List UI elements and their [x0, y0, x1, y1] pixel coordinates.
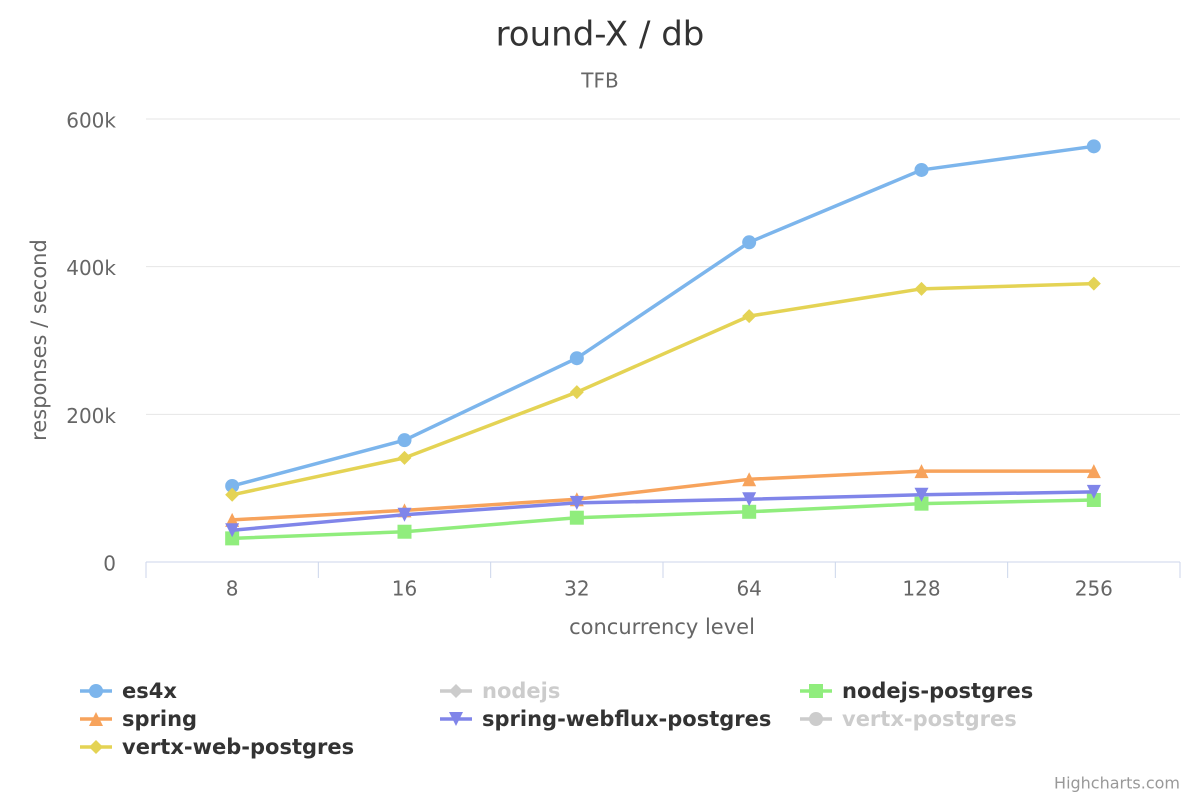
data-point [1086, 484, 1101, 499]
data-point [742, 309, 757, 324]
data-point [914, 281, 929, 296]
data-point [1086, 464, 1101, 479]
data-point [225, 487, 240, 502]
series-line [232, 469, 1094, 522]
data-point [225, 531, 240, 546]
data-point [397, 507, 412, 522]
legend-label[interactable]: nodejs-postgres [842, 679, 1033, 703]
series-line [232, 490, 1094, 532]
y-tick-label: 200k [66, 404, 116, 428]
legend-marker [449, 712, 463, 726]
credits: Highcharts.com [1054, 774, 1180, 793]
legend-marker [89, 712, 103, 726]
legend-label[interactable]: spring [122, 707, 197, 731]
legend-label[interactable]: nodejs [482, 679, 560, 703]
chart-title: round-X / db [496, 15, 705, 55]
data-point [914, 487, 929, 502]
x-tick-label: 16 [392, 577, 417, 601]
legend-marker [809, 712, 823, 726]
y-tick-label: 400k [66, 256, 116, 280]
data-point [742, 472, 757, 487]
x-axis-label: concurrency level [569, 615, 755, 639]
x-tick-label: 32 [564, 577, 589, 601]
legend-marker [449, 684, 463, 698]
x-tick-label: 128 [902, 577, 940, 601]
data-point [914, 162, 929, 177]
data-point [1086, 276, 1101, 291]
data-point [742, 235, 757, 250]
y-tick-label: 600k [66, 109, 116, 133]
data-point [742, 504, 757, 519]
data-point [914, 464, 929, 479]
legend-label[interactable]: vertx-web-postgres [122, 735, 354, 759]
series-line [232, 498, 1094, 541]
data-point [397, 524, 412, 539]
data-point [569, 385, 584, 400]
x-tick-label: 8 [226, 577, 239, 601]
data-point [397, 433, 412, 448]
y-axis-label: responses / second [27, 239, 51, 441]
x-tick-label: 64 [736, 577, 761, 601]
data-point [569, 510, 584, 525]
legend-label[interactable]: es4x [122, 679, 177, 703]
x-tick-label: 256 [1075, 577, 1113, 601]
legend-marker [809, 684, 823, 698]
legend-label[interactable]: spring-webflux-postgres [482, 707, 771, 731]
series-line [231, 144, 1095, 488]
data-point [742, 492, 757, 507]
data-point [569, 495, 584, 510]
chart-subtitle: TFB [580, 69, 618, 93]
y-tick-label: 0 [103, 552, 116, 576]
data-point [1086, 139, 1101, 154]
series-line [231, 281, 1094, 497]
legend-marker [89, 740, 103, 754]
legend-label[interactable]: vertx-postgres [842, 707, 1017, 731]
data-point [225, 523, 240, 538]
data-point [1086, 492, 1101, 507]
data-point [225, 478, 240, 493]
data-point [569, 351, 584, 366]
data-point [914, 496, 929, 511]
legend-marker [89, 684, 103, 698]
data-point [397, 450, 412, 465]
